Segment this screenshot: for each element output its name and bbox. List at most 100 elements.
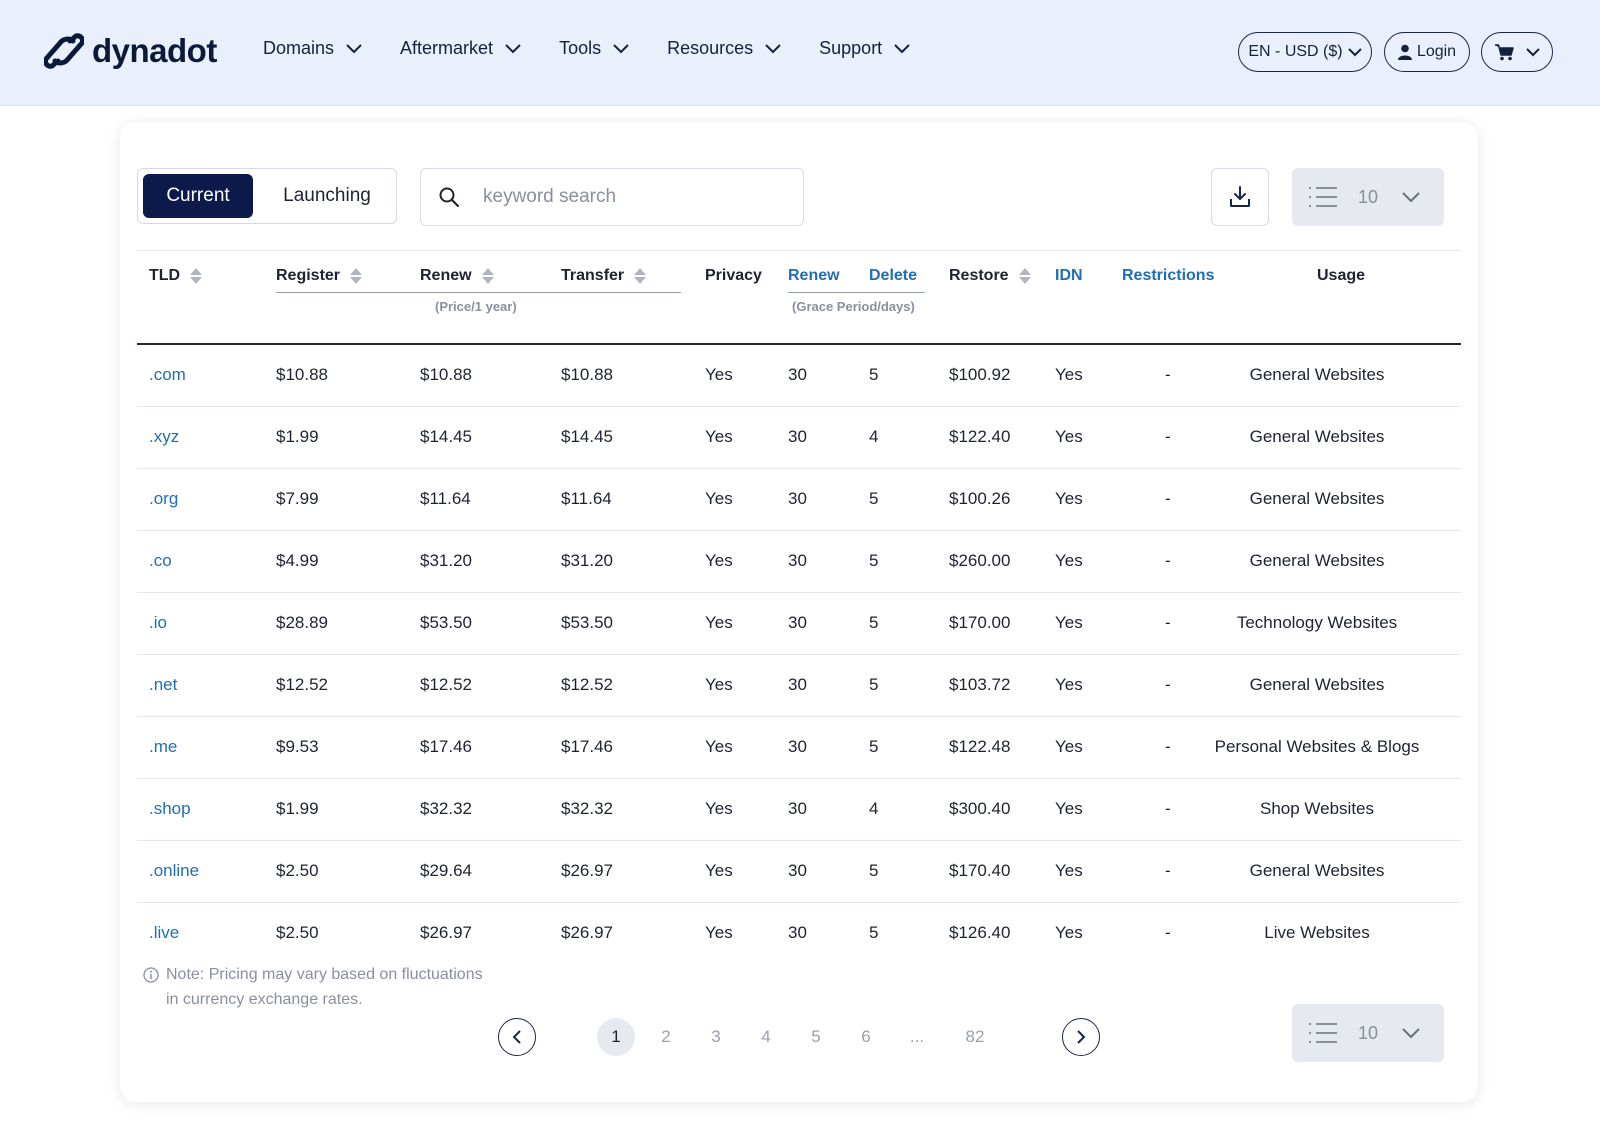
col-idn[interactable]: IDN (1055, 267, 1083, 285)
cell-tld[interactable]: .shop (149, 799, 191, 818)
col-transfer[interactable]: Transfer (561, 267, 647, 285)
cell-tld[interactable]: .org (149, 489, 179, 508)
cell-tld[interactable]: .com (149, 365, 186, 384)
cart-button[interactable] (1481, 32, 1553, 72)
row-divider (137, 530, 1461, 531)
grace-group-line (788, 292, 925, 293)
cell-tld[interactable]: .io (149, 613, 167, 632)
cell-restrictions: - (1165, 861, 1171, 880)
col-idn-label: IDN (1055, 267, 1083, 284)
nav-resources[interactable]: Resources (667, 38, 781, 59)
cell-idn: Yes (1055, 551, 1083, 570)
cell-tld[interactable]: .xyz (149, 427, 180, 446)
table-row: .net $12.52 $12.52 $12.52 Yes 30 5 $103.… (137, 655, 1461, 717)
page-ellipsis: ... (909, 1027, 925, 1046)
brand-logo[interactable]: dynadot (44, 30, 217, 72)
cell-privacy: Yes (705, 365, 733, 384)
cell-restore: $100.26 (949, 489, 1011, 508)
nav-aftermarket-label: Aftermarket (400, 38, 494, 58)
page-number[interactable]: 5 (811, 1027, 821, 1046)
col-grace-delete[interactable]: Delete (869, 267, 917, 285)
page-number[interactable]: 82 (965, 1027, 985, 1046)
main-nav: Domains Aftermarket Tools Resources Supp… (263, 38, 948, 59)
nav-support-label: Support (819, 38, 883, 58)
rows-per-page-select-bottom[interactable]: 10 (1292, 1004, 1444, 1062)
page-number[interactable]: 3 (711, 1027, 721, 1046)
tab-launching[interactable]: Launching (283, 185, 371, 206)
cell-renew: $17.46 (420, 737, 472, 756)
cell-tld[interactable]: .net (149, 675, 178, 694)
cell-register: $4.99 (276, 551, 319, 570)
nav-resources-label: Resources (667, 38, 754, 58)
cell-transfer: $31.20 (561, 551, 613, 570)
cell-renew: $14.45 (420, 427, 472, 446)
page-number[interactable]: 6 (861, 1027, 871, 1046)
brand-name: dynadot (92, 32, 217, 69)
chevron-down-icon (765, 43, 781, 53)
pricing-note-line1: Note: Pricing may vary based on fluctuat… (166, 966, 483, 983)
cell-idn: Yes (1055, 675, 1083, 694)
col-restore[interactable]: Restore (949, 267, 1031, 285)
pricing-note-line2: in currency exchange rates. (166, 991, 363, 1008)
nav-aftermarket[interactable]: Aftermarket (400, 38, 521, 59)
cell-usage: General Websites (1249, 365, 1385, 384)
cell-transfer: $12.52 (561, 675, 613, 694)
login-button[interactable]: Login (1384, 32, 1470, 72)
cell-restrictions: - (1165, 675, 1171, 694)
cell-renew: $26.97 (420, 923, 472, 942)
cell-grace-renew: 30 (788, 365, 807, 384)
page-number[interactable]: 1 (597, 1018, 635, 1056)
cell-grace-delete: 4 (869, 427, 879, 446)
cell-idn: Yes (1055, 737, 1083, 756)
cell-grace-renew: 30 (788, 489, 807, 508)
next-page-button[interactable] (1062, 1018, 1100, 1056)
cell-grace-delete: 5 (869, 861, 879, 880)
previous-page-button[interactable] (498, 1018, 536, 1056)
cell-grace-renew: 30 (788, 861, 807, 880)
cell-privacy: Yes (705, 861, 733, 880)
nav-domains[interactable]: Domains (263, 38, 362, 59)
col-renew-label: Renew (420, 267, 472, 284)
col-tld[interactable]: TLD (149, 267, 203, 285)
nav-support[interactable]: Support (819, 38, 910, 59)
nav-domains-label: Domains (263, 38, 335, 58)
rows-per-page-select[interactable]: 10 (1292, 168, 1444, 226)
cell-tld[interactable]: .me (149, 737, 178, 756)
cell-register: $2.50 (276, 923, 319, 942)
col-grace-renew[interactable]: Renew (788, 267, 840, 285)
cell-tld[interactable]: .co (149, 551, 172, 570)
page-number[interactable]: 4 (761, 1027, 771, 1046)
sort-icon (190, 268, 203, 284)
grace-group-note: (Grace Period/days) (792, 299, 915, 314)
page-number[interactable]: 2 (661, 1027, 671, 1046)
table-row: .org $7.99 $11.64 $11.64 Yes 30 5 $100.2… (137, 469, 1461, 531)
row-divider (137, 840, 1461, 841)
cell-idn: Yes (1055, 799, 1083, 818)
col-renew[interactable]: Renew (420, 267, 494, 285)
cell-renew: $10.88 (420, 365, 472, 384)
cell-tld[interactable]: .online (149, 861, 200, 880)
nav-tools[interactable]: Tools (559, 38, 629, 59)
cell-tld[interactable]: .live (149, 923, 180, 942)
tab-current[interactable]: Current (143, 174, 253, 218)
language-currency-button[interactable]: EN - USD ($) (1238, 32, 1372, 72)
cell-register: $7.99 (276, 489, 319, 508)
cell-grace-delete: 5 (869, 551, 879, 570)
download-button[interactable] (1211, 168, 1269, 226)
cell-restore: $300.40 (949, 799, 1011, 818)
language-currency-label: EN - USD ($) (1248, 43, 1343, 60)
cell-grace-renew: 30 (788, 675, 807, 694)
col-register[interactable]: Register (276, 267, 363, 285)
cell-privacy: Yes (705, 923, 733, 942)
cell-restrictions: - (1165, 365, 1171, 384)
chevron-down-icon (1347, 47, 1362, 56)
cell-idn: Yes (1055, 427, 1083, 446)
rows-per-page-value: 10 (1358, 186, 1379, 207)
sort-icon (1018, 268, 1031, 284)
search-input[interactable] (483, 186, 783, 208)
cell-grace-renew: 30 (788, 923, 807, 942)
cell-usage: General Websites (1249, 489, 1385, 508)
col-restrictions[interactable]: Restrictions (1122, 267, 1214, 285)
cell-renew: $32.32 (420, 799, 472, 818)
cell-idn: Yes (1055, 489, 1083, 508)
